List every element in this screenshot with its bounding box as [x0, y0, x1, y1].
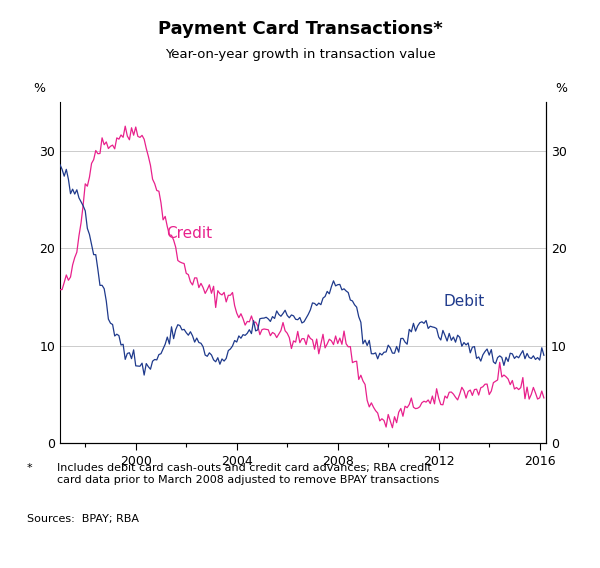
- Text: %: %: [556, 82, 568, 95]
- Text: Debit: Debit: [444, 294, 485, 310]
- Text: Payment Card Transactions*: Payment Card Transactions*: [158, 20, 442, 38]
- Text: %: %: [33, 82, 45, 95]
- Text: Credit: Credit: [166, 226, 212, 241]
- Text: Sources:  BPAY; RBA: Sources: BPAY; RBA: [27, 514, 139, 524]
- Text: *: *: [27, 463, 32, 473]
- Text: Includes debit card cash-outs and credit card advances; RBA credit
card data pri: Includes debit card cash-outs and credit…: [57, 463, 439, 485]
- Text: Year-on-year growth in transaction value: Year-on-year growth in transaction value: [164, 48, 436, 61]
